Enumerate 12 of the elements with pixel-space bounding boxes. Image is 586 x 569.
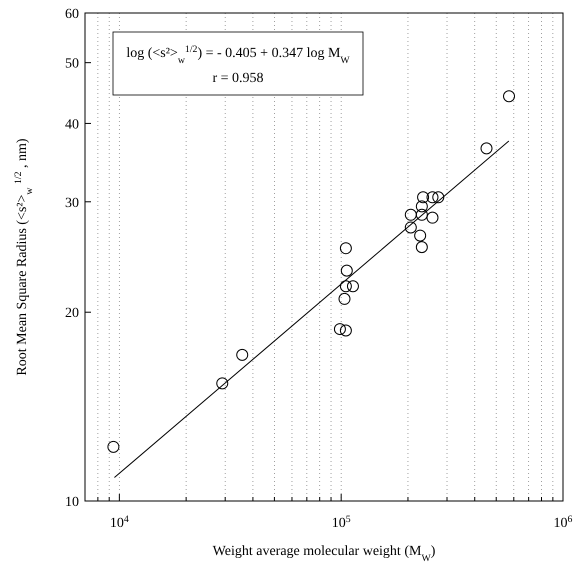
y-tick-label: 20 — [65, 306, 79, 322]
x-axis-title: Weight average molecular weight (M$_{W}$) — [212, 544, 436, 564]
x-tick-label: 10$^{6}$ — [554, 514, 573, 531]
y-tick-label: 10 — [65, 495, 79, 510]
x-tick-label: 10$^{5}$ — [332, 514, 351, 531]
y-tick-label: 30 — [65, 196, 79, 211]
y-tick-label: 60 — [65, 7, 79, 22]
x-tick-label: 10$^{4}$ — [110, 514, 129, 531]
y-tick-label: 50 — [65, 56, 79, 72]
y-tick-label: 40 — [65, 117, 79, 132]
annotation: r = 0.958 — [212, 71, 264, 86]
annotation: log (<s²>$_{w}$$^{1/2}$) = - 0.405 + 0.347 log M$_{W}$ — [126, 44, 350, 66]
